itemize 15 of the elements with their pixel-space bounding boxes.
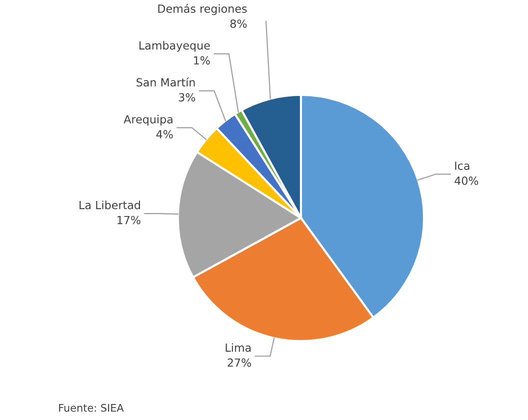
slice-label: Lima xyxy=(226,343,251,352)
slice-label: San Martín xyxy=(136,77,195,87)
data-label: 3% xyxy=(178,93,196,102)
slice-label: Demás regiones xyxy=(158,4,247,16)
data-label: 40% xyxy=(454,176,478,185)
slice-label: Arequipa xyxy=(124,114,172,126)
data-label: 27% xyxy=(228,358,251,367)
source-note: Fuente: SIEA xyxy=(59,404,124,412)
data-label: 4% xyxy=(156,130,173,138)
slice-label: Ica xyxy=(455,162,470,170)
data-label: 8% xyxy=(230,19,247,28)
slice-label: La Libertad xyxy=(80,200,140,210)
data-label: 17% xyxy=(118,216,140,224)
data-label: 1% xyxy=(194,56,210,65)
slice-label: Lambayeque xyxy=(139,41,210,52)
